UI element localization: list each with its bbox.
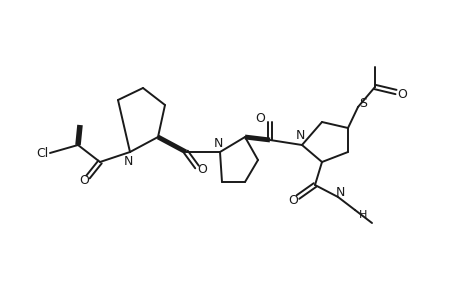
Text: O: O — [79, 173, 89, 187]
Text: H: H — [358, 210, 367, 220]
Text: N: N — [335, 185, 344, 199]
Text: O: O — [287, 194, 297, 206]
Text: N: N — [213, 136, 222, 149]
Text: N: N — [123, 154, 132, 167]
Text: O: O — [196, 163, 207, 176]
Text: O: O — [396, 88, 406, 100]
Text: O: O — [254, 112, 264, 124]
Text: S: S — [358, 97, 366, 110]
Text: N: N — [295, 128, 304, 142]
Text: Cl: Cl — [36, 146, 48, 160]
